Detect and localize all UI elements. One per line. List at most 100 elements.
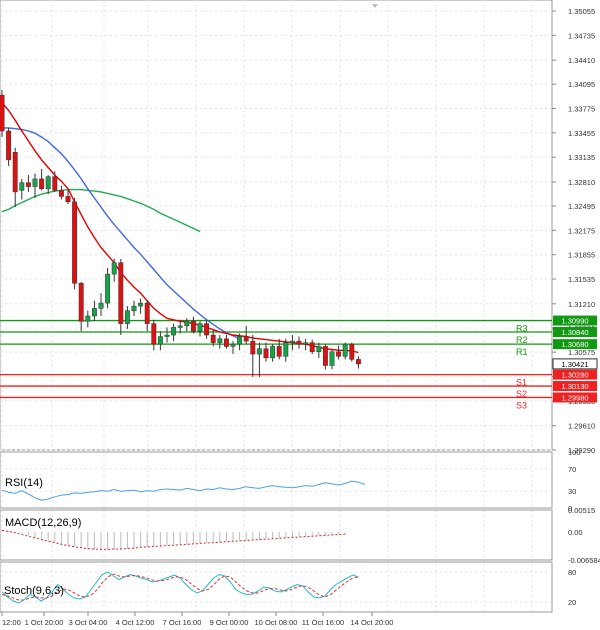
support-price-tag-text: 1.29980 bbox=[561, 393, 588, 402]
candle-body bbox=[237, 336, 243, 345]
candle-body bbox=[131, 305, 137, 311]
candle-body bbox=[144, 302, 150, 324]
candle-body bbox=[355, 359, 361, 365]
candle-body bbox=[223, 338, 229, 347]
candle-body bbox=[78, 282, 84, 322]
support-label-s1: S1 bbox=[516, 378, 527, 388]
candle-body bbox=[6, 130, 12, 161]
candle-body bbox=[190, 321, 196, 332]
candle-body bbox=[12, 152, 18, 193]
candle-body bbox=[204, 323, 210, 336]
time-tick-label: 3 Oct 04:00 bbox=[69, 618, 108, 627]
candle-body bbox=[283, 342, 289, 357]
rsi-tick-label: 70 bbox=[568, 465, 576, 474]
resistance-price-tag bbox=[553, 339, 597, 350]
candle-body bbox=[270, 346, 276, 359]
macd-panel-frame bbox=[0, 509, 553, 561]
price-tick-label: 1.32175 bbox=[568, 226, 595, 235]
candle-body bbox=[0, 94, 5, 132]
price-tick-label: 1.32495 bbox=[568, 202, 595, 211]
support-price-tag bbox=[553, 369, 597, 380]
time-tick-label: 12:00 bbox=[2, 618, 21, 627]
candle-body bbox=[210, 334, 216, 343]
candle-body bbox=[19, 182, 25, 191]
candle-body bbox=[322, 346, 328, 366]
candle-body bbox=[289, 340, 295, 343]
candle-body bbox=[52, 176, 58, 191]
candle-body bbox=[138, 302, 144, 307]
price-tick-label: 1.29290 bbox=[568, 446, 595, 455]
macd-tick-label: 0.00515 bbox=[568, 506, 595, 515]
macd-panel: 0.00515 0.00 -0.006584 MACD(12,26,9) bbox=[0, 506, 600, 565]
price-tick-label: 1.34735 bbox=[568, 31, 595, 40]
rsi-tick-label: 30 bbox=[568, 487, 576, 496]
macd-signal-line bbox=[1, 529, 346, 550]
candle-body bbox=[32, 178, 38, 187]
candle-body bbox=[39, 178, 45, 190]
candle-body bbox=[91, 308, 97, 317]
resistance-label-r3: R3 bbox=[516, 324, 528, 334]
candle-body bbox=[45, 176, 51, 190]
candle-body bbox=[118, 262, 124, 324]
candle-body bbox=[124, 310, 130, 324]
candle-body bbox=[349, 343, 355, 360]
stoch-d-line bbox=[1, 573, 359, 601]
time-tick-label: 11 Oct 16:00 bbox=[302, 618, 344, 627]
resistance-price-tag-text: 1.30680 bbox=[561, 340, 588, 349]
candle-body bbox=[250, 340, 256, 355]
price-tick-label: 1.35055 bbox=[568, 7, 595, 16]
candle-body bbox=[256, 348, 262, 355]
macd-title: MACD(12,26,9) bbox=[5, 517, 81, 529]
support-label-s2: S2 bbox=[516, 389, 527, 399]
ma-mid-line bbox=[2, 127, 240, 340]
price-tick-label: 1.31855 bbox=[568, 251, 595, 260]
candle-body bbox=[25, 182, 31, 187]
support-price-tag-text: 1.30280 bbox=[561, 371, 588, 380]
current-price-tag bbox=[552, 358, 598, 370]
price-tick-label: 1.34410 bbox=[568, 56, 595, 65]
candle-body bbox=[98, 302, 104, 309]
candle-body bbox=[336, 351, 342, 357]
candle-body bbox=[230, 343, 236, 347]
rsi-line bbox=[1, 480, 366, 501]
stoch-tick-label: 20 bbox=[568, 598, 576, 607]
support-price-tag bbox=[553, 381, 597, 392]
time-tick-label: 1 Oct 20:00 bbox=[25, 618, 64, 627]
candle-body bbox=[329, 351, 335, 366]
candle-body bbox=[342, 343, 348, 357]
candle-body bbox=[157, 336, 163, 345]
candle-body bbox=[105, 273, 111, 304]
candle-body bbox=[263, 348, 269, 359]
candle-body bbox=[243, 336, 249, 342]
time-tick-label: 10 Oct 08:00 bbox=[255, 618, 298, 627]
time-tick-label: 4 Oct 12:00 bbox=[116, 618, 155, 627]
collapse-arrow-icon[interactable] bbox=[372, 4, 378, 8]
price-tick-label: 1.31535 bbox=[568, 275, 595, 284]
candle-body bbox=[197, 323, 203, 332]
price-tick-label: 1.34095 bbox=[568, 80, 595, 89]
candle-body bbox=[164, 334, 170, 337]
price-tick-label: 1.30575 bbox=[568, 348, 595, 357]
price-tick-label: 1.33135 bbox=[568, 153, 595, 162]
candle-body bbox=[217, 338, 223, 343]
resistance-label-r2: R2 bbox=[516, 335, 528, 345]
candle-body bbox=[316, 346, 322, 353]
price-tick-label: 1.33455 bbox=[568, 129, 595, 138]
time-axis: 12:00 1 Oct 20:00 3 Oct 04:00 4 Oct 12:00 7 … bbox=[1, 612, 394, 627]
candle-body bbox=[309, 342, 315, 353]
macd-tick-label: -0.006584 bbox=[568, 556, 600, 565]
stoch-title: Stoch(9,6,3) bbox=[4, 585, 64, 597]
price-tick-label: 1.29610 bbox=[568, 422, 595, 431]
support-price-tag-text: 1.30130 bbox=[561, 382, 588, 391]
candle-body bbox=[276, 346, 282, 357]
time-tick-label: 14 Oct 20:00 bbox=[351, 618, 394, 627]
stoch-tick-label: 80 bbox=[568, 568, 576, 577]
candle-body bbox=[85, 315, 91, 322]
candle-body bbox=[65, 196, 71, 203]
current-price-tag-text: 1.30421 bbox=[561, 360, 588, 369]
rsi-tick-label: 0 bbox=[568, 504, 572, 513]
rsi-title: RSI(14) bbox=[5, 477, 43, 489]
stoch-panel: 80 20 Stoch(9,6,3) bbox=[0, 561, 576, 613]
